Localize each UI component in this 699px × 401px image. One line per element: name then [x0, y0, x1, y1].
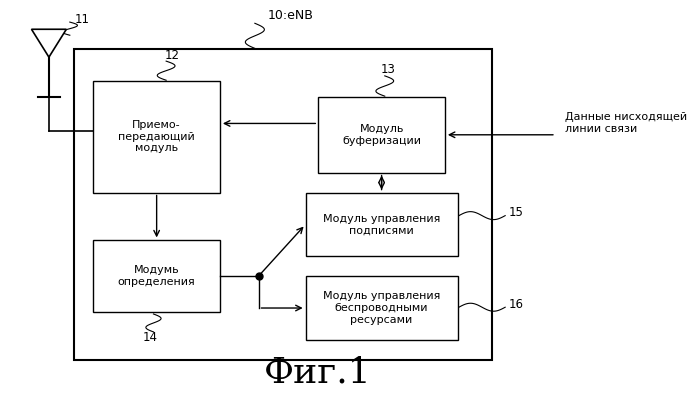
Text: 11: 11	[74, 13, 89, 26]
Text: Приемо-
передающий
модуль: Приемо- передающий модуль	[118, 120, 195, 154]
FancyBboxPatch shape	[93, 240, 220, 312]
Text: Модуль управления
подписями: Модуль управления подписями	[323, 214, 440, 235]
Text: 16: 16	[508, 298, 524, 310]
Text: 13: 13	[380, 63, 396, 76]
Polygon shape	[31, 29, 66, 57]
FancyBboxPatch shape	[305, 192, 458, 256]
Text: 10:eNB: 10:eNB	[268, 9, 313, 22]
FancyBboxPatch shape	[318, 97, 445, 172]
Text: Фиг.1: Фиг.1	[264, 356, 372, 390]
Text: 14: 14	[143, 331, 158, 344]
FancyBboxPatch shape	[93, 81, 220, 192]
Text: 15: 15	[508, 206, 524, 219]
Text: Модуль
буферизации: Модуль буферизации	[342, 124, 421, 146]
FancyBboxPatch shape	[305, 276, 458, 340]
Text: Данные нисходящей
линии связи: Данные нисходящей линии связи	[565, 112, 688, 134]
Text: 12: 12	[165, 49, 180, 62]
FancyBboxPatch shape	[74, 49, 493, 360]
Text: Модумь
определения: Модумь определения	[117, 265, 196, 287]
Text: Модуль управления
беспроводными
ресурсами: Модуль управления беспроводными ресурсам…	[323, 292, 440, 325]
